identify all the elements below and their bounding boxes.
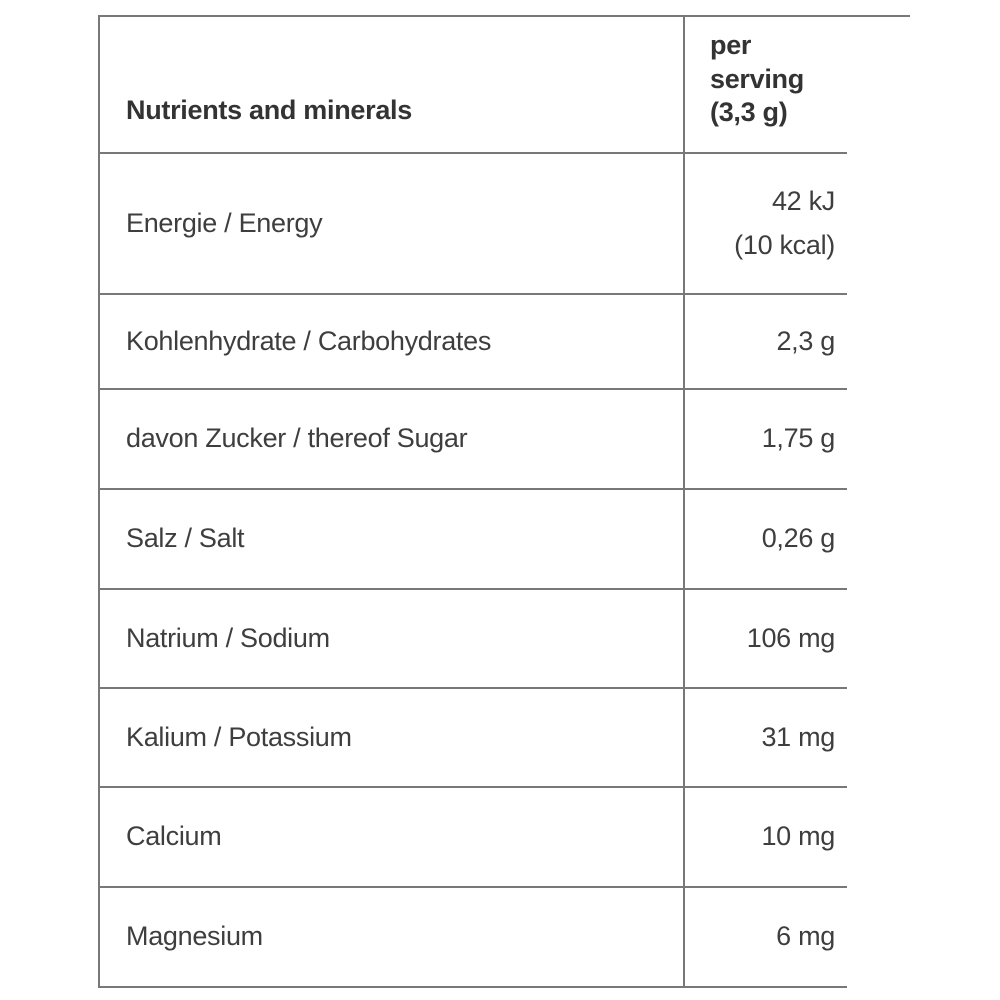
- table-row: Kalium / Potassium 31 mg: [100, 689, 847, 788]
- table-row: Calcium 10 mg: [100, 788, 847, 888]
- nutrition-table: Nutrients and minerals per serving (3,3 …: [98, 15, 847, 988]
- row-label: Natrium / Sodium: [126, 622, 330, 653]
- row-value: 6 mg: [683, 888, 847, 986]
- row-value: 10 mg: [683, 788, 847, 886]
- row-label: Magnesium: [126, 921, 263, 952]
- row-value: 42 kJ (10 kcal): [683, 154, 847, 293]
- row-value: 31 mg: [683, 689, 847, 786]
- row-label: Calcium: [126, 821, 222, 852]
- header-per-serving-cell: per serving (3,3 g): [683, 17, 847, 152]
- row-value: 1,75 g: [683, 390, 847, 488]
- table-row: Energie / Energy 42 kJ (10 kcal): [100, 154, 847, 295]
- table-row: Magnesium 6 mg: [100, 888, 847, 988]
- header-nutrients-cell: Nutrients and minerals: [126, 95, 412, 126]
- row-value: 2,3 g: [683, 295, 847, 388]
- row-label: Kohlenhydrate / Carbohydrates: [126, 325, 492, 356]
- table-body: Energie / Energy 42 kJ (10 kcal) Kohlenhyd…: [100, 154, 847, 988]
- table-row: Salz / Salt 0,26 g: [100, 490, 847, 590]
- top-border-extension: [847, 15, 910, 17]
- table-row: Kohlenhydrate / Carbohydrates 2,3 g: [100, 295, 847, 390]
- row-label: Energie / Energy: [126, 207, 323, 238]
- row-value: 106 mg: [683, 590, 847, 687]
- table-header-row: Nutrients and minerals per serving (3,3 …: [100, 17, 847, 154]
- row-label: davon Zucker / thereof Sugar: [126, 423, 468, 454]
- row-label: Salz / Salt: [126, 523, 245, 554]
- row-label: Kalium / Potassium: [126, 721, 352, 752]
- table-row: davon Zucker / thereof Sugar 1,75 g: [100, 390, 847, 490]
- table-row: Natrium / Sodium 106 mg: [100, 590, 847, 689]
- row-value: 0,26 g: [683, 490, 847, 588]
